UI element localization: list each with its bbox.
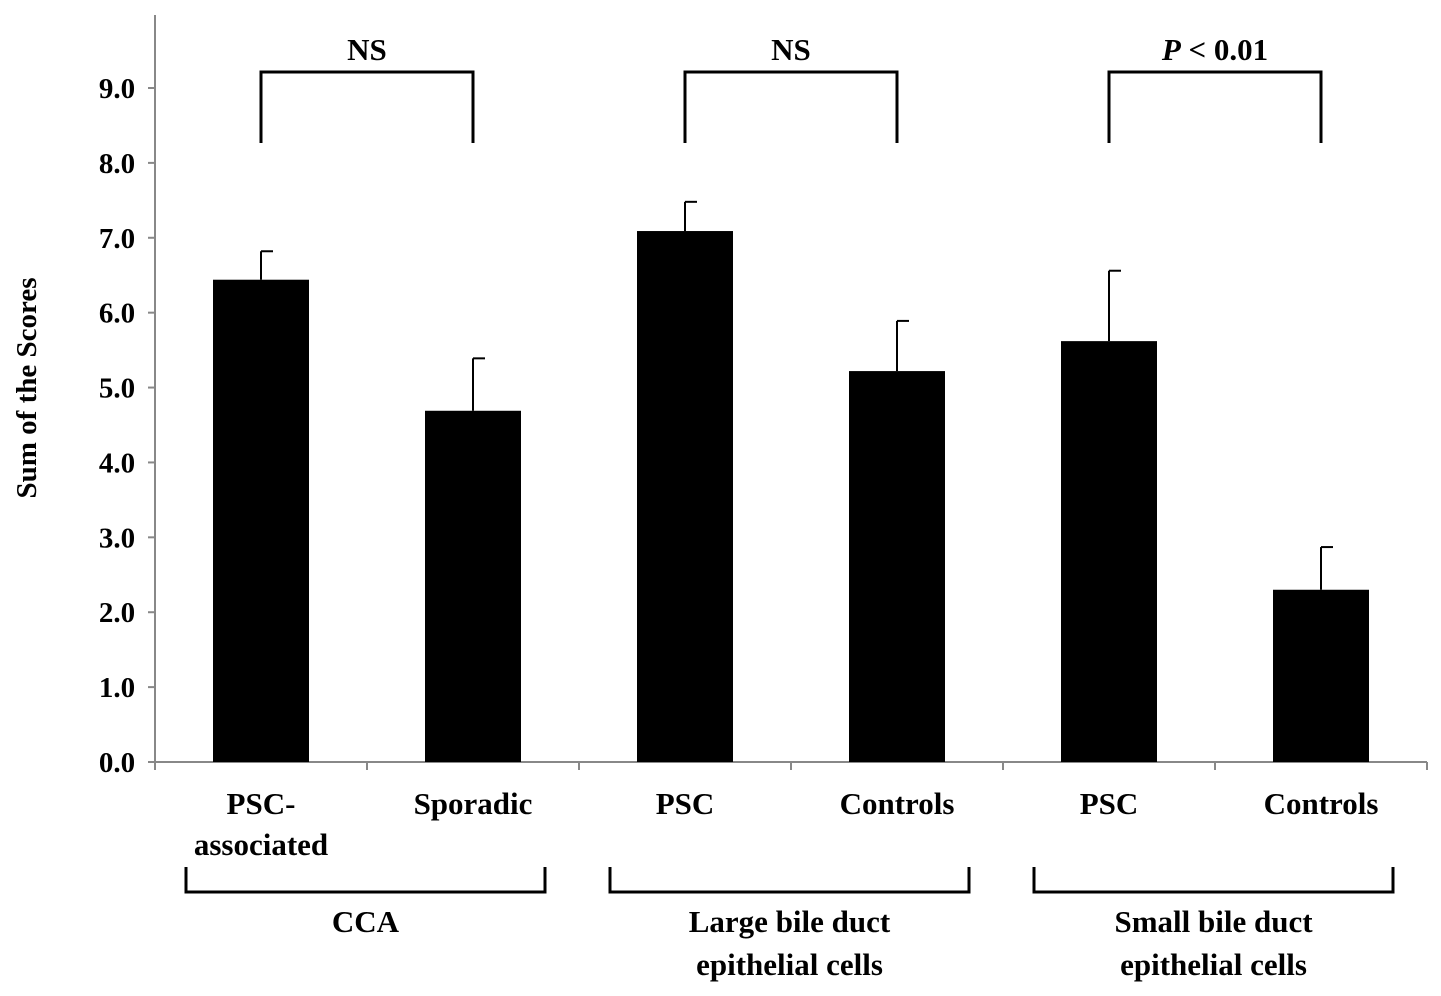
bar [213, 279, 309, 762]
x-tick-label: Controls [1264, 786, 1379, 821]
y-tick-label: 7.0 [99, 223, 135, 255]
y-tick-label: 6.0 [99, 298, 135, 330]
x-tick-label: PSC- [227, 786, 296, 821]
bar [637, 231, 733, 762]
group-label: epithelial cells [1120, 947, 1307, 982]
bar [1273, 589, 1369, 762]
x-tick-label: PSC [656, 786, 715, 821]
group-label: Small bile duct [1114, 904, 1313, 939]
group-label: epithelial cells [696, 947, 883, 982]
x-tick-label: Controls [840, 786, 955, 821]
x-tick-label: Sporadic [414, 786, 533, 821]
y-tick-label: 8.0 [99, 148, 135, 180]
significance-label: NS [771, 32, 811, 67]
bar [1061, 341, 1157, 762]
x-tick-label: PSC [1080, 786, 1139, 821]
y-tick-label: 9.0 [99, 73, 135, 105]
significance-label: NS [347, 32, 387, 67]
group-bracket [608, 867, 971, 894]
y-tick-label: 3.0 [99, 522, 135, 554]
bar [849, 371, 945, 762]
y-tick-label: 4.0 [99, 447, 135, 479]
significance-label: P < 0.01 [1161, 32, 1268, 67]
y-tick-label: 1.0 [99, 672, 135, 704]
y-axis-label: Sum of the Scores [11, 278, 43, 499]
group-label: Large bile duct [689, 904, 891, 939]
significance-bracket [1107, 70, 1323, 143]
bar [425, 410, 521, 762]
group-label: CCA [332, 904, 400, 939]
significance-bracket [683, 70, 899, 143]
x-tick-label: associated [194, 827, 328, 862]
group-bracket [184, 867, 547, 894]
significance-bracket [259, 70, 475, 143]
group-bracket [1032, 867, 1395, 894]
y-tick-label: 0.0 [99, 747, 135, 779]
y-tick-label: 5.0 [99, 373, 135, 405]
y-tick-label: 2.0 [99, 597, 135, 629]
